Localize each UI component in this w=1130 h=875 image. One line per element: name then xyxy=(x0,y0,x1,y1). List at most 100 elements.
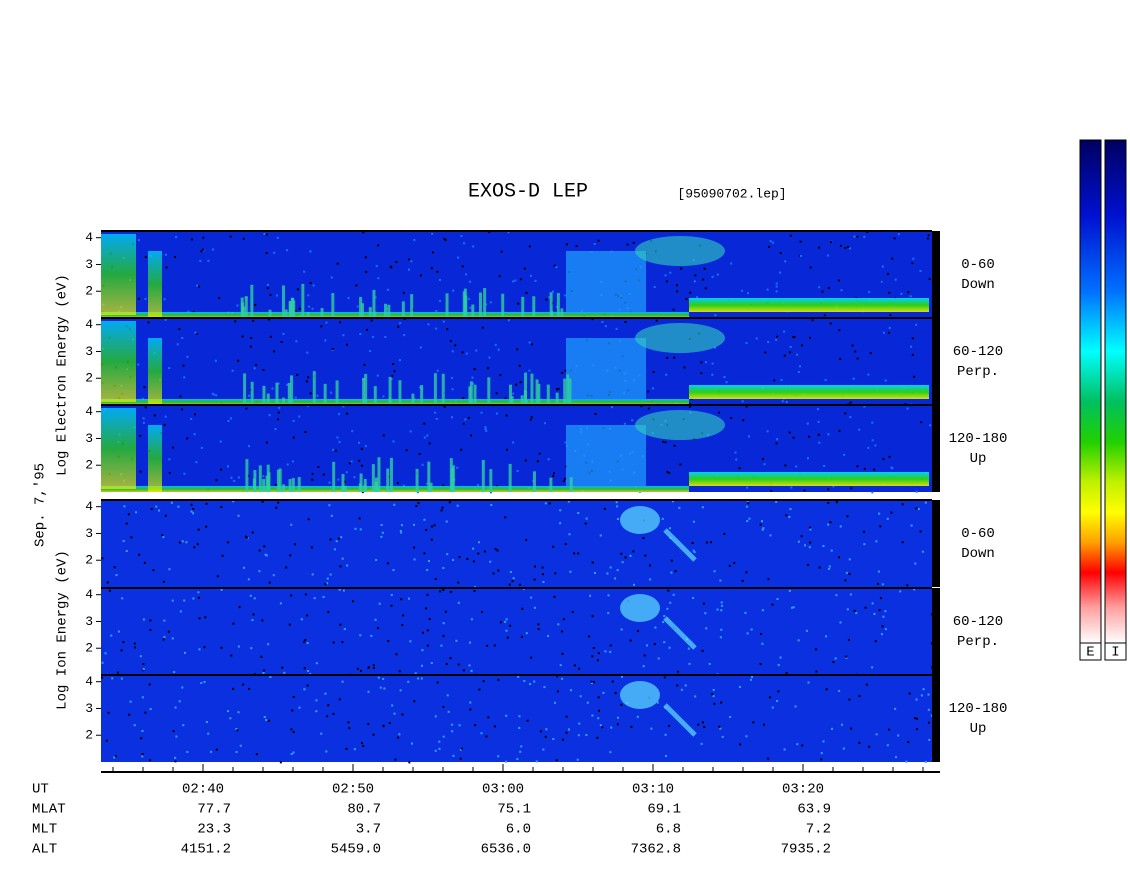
speckle xyxy=(828,567,831,570)
speckle xyxy=(360,447,363,450)
orbit-value: 75.1 xyxy=(497,802,531,818)
speckle xyxy=(577,734,580,737)
burst xyxy=(387,304,391,318)
speckle xyxy=(636,715,639,718)
speckle xyxy=(329,538,332,541)
speckle xyxy=(723,375,726,378)
speckle xyxy=(661,517,664,520)
burst xyxy=(243,373,247,405)
speckle xyxy=(398,670,401,673)
burst xyxy=(532,471,536,492)
speckle xyxy=(164,514,167,517)
speckle xyxy=(203,680,206,683)
speckle xyxy=(304,593,307,596)
speckle xyxy=(262,671,265,674)
speckle xyxy=(700,742,703,745)
speckle xyxy=(858,428,861,431)
speckle xyxy=(670,571,673,574)
speckle xyxy=(197,591,200,594)
speckle xyxy=(877,582,880,585)
speckle xyxy=(797,371,800,374)
speckle xyxy=(716,608,719,611)
speckle xyxy=(356,667,359,670)
speckle xyxy=(701,721,704,724)
speckle xyxy=(590,680,593,683)
speckle xyxy=(241,335,244,338)
speckle xyxy=(441,506,444,509)
speckle xyxy=(863,405,866,408)
speckle xyxy=(497,569,500,572)
burst xyxy=(101,408,136,489)
speckle xyxy=(762,527,765,530)
ion-arc xyxy=(620,506,660,534)
speckle xyxy=(144,255,147,258)
speckle xyxy=(808,546,811,549)
burst xyxy=(389,457,393,492)
speckle xyxy=(237,645,240,648)
speckle xyxy=(211,392,214,395)
speckle xyxy=(495,392,498,395)
speckle xyxy=(353,748,356,751)
speckle xyxy=(720,601,723,604)
speckle xyxy=(911,262,914,265)
speckle xyxy=(760,632,763,635)
speckle xyxy=(478,541,481,544)
speckle xyxy=(196,543,199,546)
speckle xyxy=(176,343,179,346)
burst xyxy=(244,296,248,318)
speckle xyxy=(374,296,377,299)
y-tick-label: 3 xyxy=(85,431,93,446)
burst xyxy=(510,396,514,405)
speckle xyxy=(253,597,256,600)
burst xyxy=(262,479,266,492)
burst xyxy=(524,399,528,405)
burst xyxy=(401,301,405,318)
speckle xyxy=(636,630,639,633)
speckle xyxy=(927,234,930,237)
speckle xyxy=(443,405,446,408)
speckle xyxy=(529,683,532,686)
speckle xyxy=(367,690,370,693)
speckle xyxy=(929,424,932,427)
burst xyxy=(566,251,646,313)
speckle xyxy=(533,680,536,683)
speckle xyxy=(781,400,784,403)
speckle xyxy=(139,470,142,473)
speckle xyxy=(809,266,812,269)
speckle xyxy=(777,690,780,693)
speckle xyxy=(291,460,294,463)
speckle xyxy=(746,632,749,635)
speckle xyxy=(275,294,278,297)
speckle xyxy=(693,280,696,283)
speckle xyxy=(162,536,165,539)
speckle xyxy=(168,367,171,370)
speckle xyxy=(442,484,445,487)
speckle xyxy=(137,239,140,242)
speckle xyxy=(338,588,341,591)
speckle xyxy=(430,267,433,270)
speckle xyxy=(808,336,811,339)
ion-streak xyxy=(663,703,697,737)
speckle xyxy=(415,505,418,508)
speckle xyxy=(192,310,195,313)
speckle xyxy=(427,323,430,326)
speckle xyxy=(377,244,380,247)
burst xyxy=(266,464,270,492)
burst xyxy=(549,477,553,492)
speckle xyxy=(253,367,256,370)
speckle xyxy=(504,516,507,519)
speckle xyxy=(839,357,842,360)
speckle xyxy=(591,561,594,564)
speckle xyxy=(477,552,480,555)
speckle xyxy=(390,378,393,381)
speckle xyxy=(237,711,240,714)
speckle xyxy=(789,351,792,354)
speckle xyxy=(190,510,193,513)
speckle xyxy=(817,420,820,423)
speckle xyxy=(858,695,861,698)
speckle xyxy=(852,377,855,380)
speckle xyxy=(305,380,308,383)
speckle xyxy=(783,748,786,751)
speckle xyxy=(694,695,697,698)
speckle xyxy=(392,362,395,365)
